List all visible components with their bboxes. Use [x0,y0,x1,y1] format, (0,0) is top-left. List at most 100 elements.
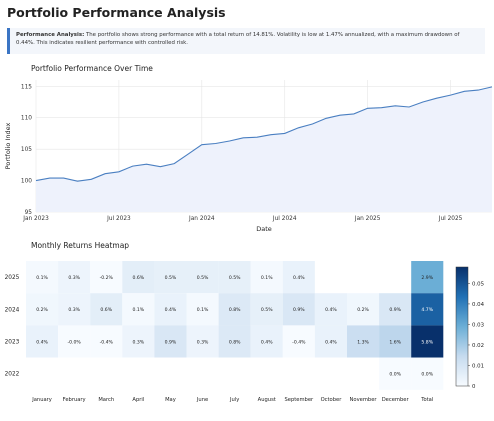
heatmap-column-label: Total [420,397,433,403]
heatmap-cell-label: 0.9% [293,307,305,313]
monthly-returns-heatmap: 2025 0.1% 0.3% -0.2% 0.6% 0.5% 0.5% 0.5% 0.1% 0.4… [5,261,485,403]
heatmap-cell-label: 0.1% [197,307,209,313]
heatmap-cell-label: 1.6% [389,339,401,345]
heatmap-cell [26,357,59,390]
heatmap-cell [154,293,187,326]
heatmap-cell [218,293,251,326]
heatmap-cell [186,293,219,326]
heatmap-row-label: 2024 [5,307,20,313]
y-tick-label: 95 [25,210,33,216]
heatmap-cell-label: 0.5% [261,307,273,313]
heatmap-cell [122,325,155,358]
heatmap-cell-label: 0.3% [68,275,80,281]
x-tick-label: Jul 2024 [272,216,297,222]
heatmap-cell [154,325,187,358]
x-tick-label: Jan 2025 [354,216,381,222]
heatmap-cell [26,325,59,358]
heatmap-cell [218,357,251,390]
heatmap-column-label: August [258,397,276,403]
heatmap-cell-label: 0.1% [36,275,48,281]
heatmap-cell [90,293,123,326]
heatmap-cell [282,293,315,326]
heatmap-column-label: January [31,397,52,403]
heatmap-cell-label: 0.2% [36,307,48,313]
heatmap-cell-label: 0.4% [325,307,337,313]
colorbar-tick-label: 0 [472,384,476,390]
y-tick-label: 100 [21,179,32,185]
colorbar-tick-label: 0.04 [472,302,485,308]
heatmap-cell [411,261,444,294]
colorbar-tick-label: 0.03 [472,322,484,328]
heatmap-cell-label: 0.1% [133,307,145,313]
area-fill [36,86,492,212]
y-tick-label: 110 [21,116,32,122]
heatmap-cell [58,261,91,294]
heatmap-cell [250,293,283,326]
summary-label: Performance Analysis: [16,32,85,38]
line-chart-title: Portfolio Performance Over Time [31,64,153,73]
heatmap-cell [90,325,123,358]
heatmap-cell-label: 0.4% [165,307,177,313]
heatmap-cell [154,261,187,294]
x-tick-label: Jul 2025 [438,216,463,222]
heatmap-column-label: May [165,397,176,403]
heatmap-cell [379,261,412,294]
heatmap-cell [314,261,347,294]
heatmap-cell [250,325,283,358]
heatmap-cell [250,261,283,294]
heatmap-cell [218,261,251,294]
heatmap-row-label: 2022 [5,372,20,378]
heatmap-cell-label: 0.4% [325,339,337,345]
heatmap-cell [186,261,219,294]
x-tick-label: Jan 2024 [188,216,215,222]
heatmap-cell [282,357,315,390]
heatmap-cell [122,293,155,326]
heatmap-cell-label: 0.3% [133,339,145,345]
heatmap-column-label: June [196,397,208,403]
heatmap-cell [90,357,123,390]
x-tick-label: Jan 2023 [22,216,49,222]
heatmap-cell-label: 0.2% [357,307,369,313]
colorbar-tick-label: 0.01 [472,363,484,369]
heatmap-column-label: October [321,397,343,403]
heatmap-cell-label: 0.1% [261,275,273,281]
heatmap-cell-label: 0.6% [100,307,112,313]
heatmap-cell-label: 0.5% [165,275,177,281]
heatmap-column-label: February [63,397,86,403]
heatmap-column-label: September [285,397,315,403]
heatmap-cell-label: 0.5% [197,275,209,281]
heatmap-cell [186,325,219,358]
heatmap-cell-label: 0.4% [293,275,305,281]
heatmap-cell-label: 0.3% [68,307,80,313]
heatmap-cell-label: 0.9% [165,339,177,345]
heatmap-cell-label: 0.0% [421,372,433,378]
heatmap-cell-label: 4.7% [421,307,433,313]
heatmap-cell [122,357,155,390]
heatmap-cell-label: -0.4% [100,339,114,345]
heatmap-row-label: 2023 [5,340,20,346]
x-axis-label: Date [256,225,272,233]
y-axis-label: Portfolio Index [4,122,12,169]
heatmap-cell [411,325,444,358]
colorbar-tick-label: 0.05 [472,281,484,287]
heatmap-title: Monthly Returns Heatmap [31,241,130,250]
heatmap-cell [347,325,380,358]
portfolio-line-chart: 95 100 105 110 115 Jan 2023 Jul 2023 Jan 2024 Ju… [4,80,493,233]
heatmap-cell [379,357,412,390]
heatmap-cell [122,261,155,294]
heatmap-cell [26,261,59,294]
heatmap-cell-label: 0.4% [36,339,48,345]
x-tick-label: Jul 2023 [106,216,131,222]
heatmap-cell [90,261,123,294]
colorbar-tick-label: 0.02 [472,343,484,349]
heatmap-cell [347,261,380,294]
heatmap-cell [411,293,444,326]
heatmap-cell [347,357,380,390]
page-title: Portfolio Performance Analysis [7,5,226,20]
heatmap-cell [250,357,283,390]
heatmap-row-label: 2025 [5,275,20,281]
heatmap-cell-label: -0.4% [292,339,306,345]
heatmap-column-label: July [229,397,239,403]
y-tick-label: 115 [21,84,32,90]
series-line [35,86,493,182]
